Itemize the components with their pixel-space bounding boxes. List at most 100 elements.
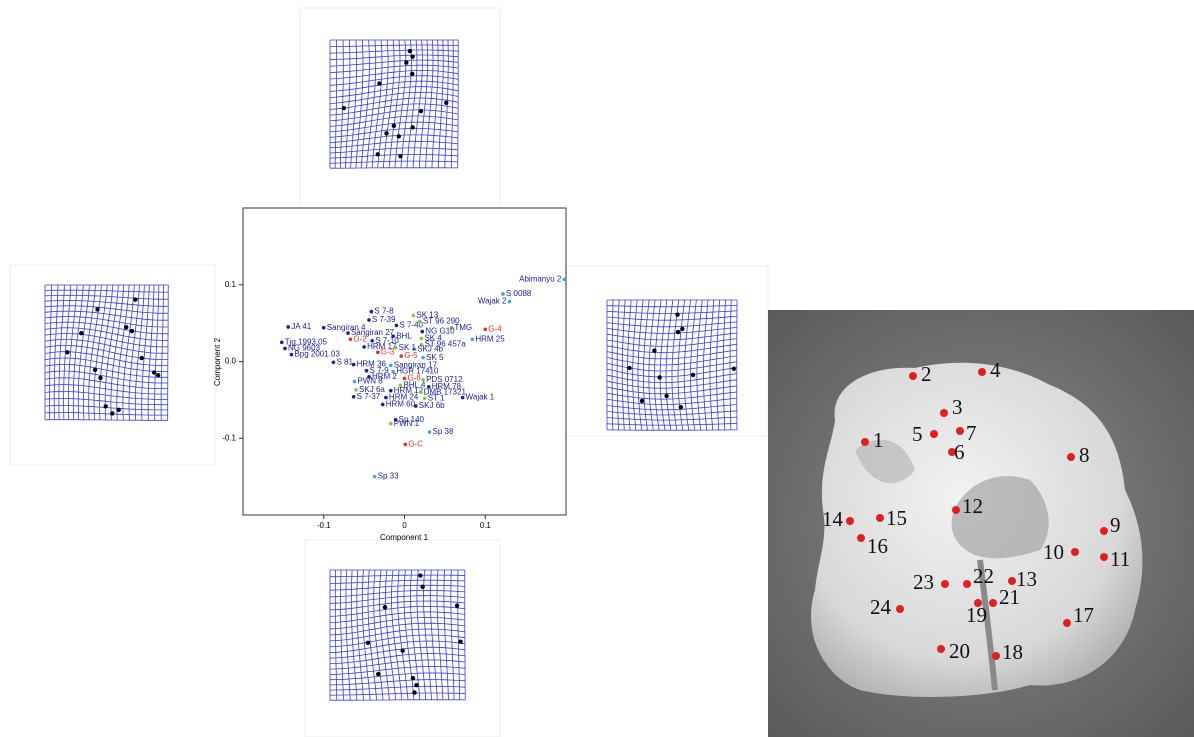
point-label: Wajak 2 <box>478 297 507 306</box>
landmark-dot <box>876 514 884 522</box>
grid-line <box>329 640 465 653</box>
grid-line <box>329 140 458 149</box>
point-label: SKJ 6b <box>419 401 445 410</box>
grid-line <box>329 86 459 98</box>
grid-line <box>44 339 168 354</box>
grid-line <box>44 405 168 411</box>
landmark-label: 8 <box>1079 443 1090 467</box>
point <box>370 338 375 343</box>
grid-landmark <box>414 683 419 688</box>
point-label: SKJ 6a <box>359 385 385 394</box>
point <box>412 347 416 352</box>
grid-landmark <box>418 573 423 578</box>
landmark-label: 14 <box>822 507 844 531</box>
point-label: SKJ 4b <box>417 344 443 353</box>
point-label: HRM 12 <box>394 386 424 395</box>
grid-line <box>606 404 737 411</box>
point-label: BHL <box>396 331 412 340</box>
x-tick-label: -0.1 <box>317 521 331 530</box>
grid-landmark <box>365 640 371 646</box>
point <box>376 350 380 355</box>
grid-line <box>606 379 737 389</box>
landmark-label: 10 <box>1043 540 1064 564</box>
point-label: PDS 0712 <box>426 375 463 384</box>
landmark-label: 18 <box>1002 640 1023 664</box>
grid-line <box>329 628 465 642</box>
grid-line <box>606 349 737 360</box>
grid-line <box>44 357 168 372</box>
grid-line <box>606 361 737 372</box>
point <box>398 383 403 388</box>
landmark-label: 2 <box>921 362 932 386</box>
point-label: HRM 25 <box>475 334 505 343</box>
y-axis-label: Component 2 <box>213 337 222 386</box>
grid-landmark <box>664 393 669 399</box>
grid-landmark <box>404 60 409 65</box>
grid-line <box>44 289 169 293</box>
grid-landmark <box>396 134 401 139</box>
point <box>388 363 393 368</box>
grid-landmark <box>129 328 135 334</box>
landmark-label: 6 <box>954 440 965 464</box>
grid-line <box>329 584 465 591</box>
grid-line <box>329 679 466 686</box>
grid-landmark <box>92 367 98 373</box>
landmark-dot <box>1100 527 1108 535</box>
grid-line <box>44 384 168 395</box>
grid-landmark <box>652 348 657 353</box>
point <box>393 345 398 350</box>
landmark-label: 16 <box>867 534 888 558</box>
grid-landmark <box>116 407 121 413</box>
grid-line <box>329 611 465 623</box>
point-label: BHL 4 <box>403 380 425 389</box>
grid-landmark <box>412 690 417 695</box>
point-label: SK 4 <box>424 334 442 343</box>
point-label: S 7-40 <box>399 321 423 330</box>
landmark-dot <box>948 448 956 456</box>
grid-line <box>329 54 459 61</box>
grid-landmark <box>690 372 696 378</box>
landmark-label: 12 <box>962 494 983 518</box>
scatter-plot: Component 1 Component 2 -0.1 0 0.1 -0.1 0.0 0… <box>213 274 567 542</box>
grid-landmark <box>98 375 103 381</box>
grid-line <box>329 128 459 138</box>
point-label: DMB 17321 <box>424 387 467 396</box>
point-label: HGR 17410 <box>396 367 439 376</box>
grid-line <box>44 398 168 406</box>
point <box>419 342 424 347</box>
point <box>414 404 418 408</box>
point-label: G-C <box>408 439 423 448</box>
landmark-dot <box>989 599 997 607</box>
grid-line <box>329 646 465 659</box>
grid-landmark <box>391 123 397 129</box>
grid-landmark <box>400 648 405 653</box>
point-label: Abimanyu 2 <box>519 274 562 283</box>
point-label: HRM 2 <box>372 372 397 381</box>
grid-landmark <box>407 48 413 54</box>
grid-line <box>329 103 459 116</box>
grid-landmark <box>377 81 382 86</box>
grid-panel <box>304 539 501 737</box>
grid-landmark <box>398 153 403 159</box>
grid-line <box>329 147 458 154</box>
grid-line <box>329 653 466 665</box>
x-axis-label: Component 1 <box>380 533 429 542</box>
landmark-label: 3 <box>952 395 963 419</box>
grid-landmark <box>409 71 415 77</box>
grid-line <box>329 605 465 617</box>
point <box>289 352 294 357</box>
grid-landmark <box>155 373 161 378</box>
point-label: Wajak 1 <box>466 393 495 402</box>
point <box>421 355 425 360</box>
landmark-label: 1 <box>873 428 884 452</box>
point-label: G-2 <box>353 334 367 343</box>
grid-panel <box>299 7 501 209</box>
point-label: S 7-39 <box>372 315 396 324</box>
grid-line <box>44 377 168 389</box>
grid-line <box>329 91 459 104</box>
grid-line <box>329 634 465 648</box>
grid-line <box>329 75 459 86</box>
landmark-label: 15 <box>886 506 907 530</box>
point-label: HRM 17 <box>367 342 397 351</box>
